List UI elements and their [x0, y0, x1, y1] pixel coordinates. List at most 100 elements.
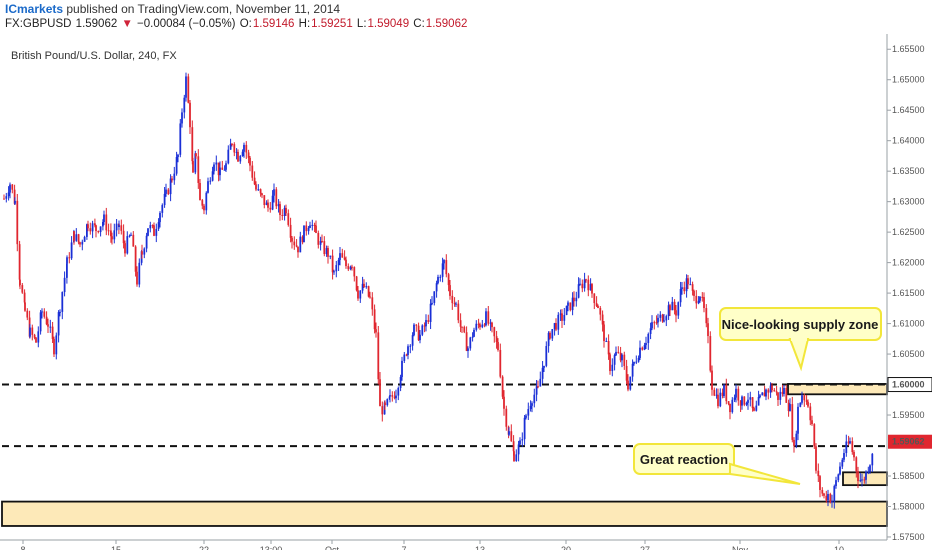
- price-tick-label: 1.62000: [892, 258, 925, 268]
- candle-body: [305, 225, 308, 232]
- publisher-link[interactable]: ICmarkets: [5, 2, 64, 16]
- candle-body: [81, 241, 84, 245]
- candle-body: [799, 402, 802, 407]
- candle-body: [219, 167, 221, 176]
- candle-body: [335, 265, 338, 272]
- candle-body: [485, 311, 487, 326]
- candle-body: [192, 161, 194, 173]
- candle-body: [102, 222, 104, 227]
- candle-body: [138, 262, 141, 285]
- candle-body: [384, 402, 386, 406]
- candle-body: [107, 230, 110, 232]
- candle-body: [29, 327, 31, 337]
- price-tick-label: 1.60500: [892, 349, 925, 359]
- time-axis[interactable]: 8 15 22 13:00 Oct 7 13 20 27 Nov 10: [20, 540, 844, 550]
- candle-body: [130, 234, 132, 236]
- candle-body: [589, 284, 592, 291]
- candle-body: [759, 395, 761, 398]
- candle-body: [297, 246, 299, 253]
- price-tick-label: 1.65000: [892, 75, 925, 85]
- candle-body: [871, 453, 874, 466]
- candle-body: [397, 387, 400, 396]
- candle-body: [291, 237, 293, 242]
- candle-body: [531, 403, 533, 406]
- candle-body: [301, 236, 304, 243]
- candle-body: [19, 279, 21, 286]
- candle-body: [661, 314, 664, 322]
- candle-body: [689, 284, 692, 286]
- candle-body: [535, 386, 538, 395]
- candle-body: [777, 392, 779, 400]
- candle-body: [557, 314, 560, 330]
- candle-body: [239, 156, 242, 162]
- candle-body: [573, 297, 575, 302]
- candle-body: [261, 193, 263, 196]
- candle-body: [347, 266, 350, 270]
- candle-body: [675, 310, 677, 316]
- candle-body: [595, 303, 598, 306]
- candle-body: [803, 395, 806, 401]
- high-label: H:: [298, 18, 311, 30]
- candle-body: [315, 225, 317, 233]
- candle-body: [275, 189, 278, 207]
- candle-body: [837, 474, 840, 481]
- candle-body: [66, 257, 68, 264]
- candle-body: [243, 144, 245, 152]
- candle-body: [413, 324, 415, 336]
- candle-body: [663, 320, 665, 322]
- symbol-label[interactable]: FX:GBPUSD: [5, 18, 72, 30]
- candle-body: [493, 327, 496, 337]
- candle-body: [811, 420, 813, 425]
- candle-body: [547, 332, 550, 347]
- candle-body: [567, 302, 569, 306]
- candle-body: [673, 301, 676, 311]
- candle-body: [851, 441, 854, 453]
- candle-body: [425, 320, 427, 327]
- candle-body: [61, 292, 64, 312]
- candle-body: [787, 402, 790, 411]
- candle-body: [23, 292, 26, 303]
- candle-body: [419, 334, 421, 341]
- candle-body: [49, 326, 52, 328]
- candle-body: [513, 451, 515, 461]
- candle-body: [477, 323, 480, 325]
- candle-body: [773, 390, 776, 392]
- candle-body: [303, 225, 305, 243]
- candle-body: [539, 378, 542, 387]
- candle-body: [791, 404, 794, 440]
- candle-body: [827, 493, 829, 501]
- candle-body: [521, 439, 524, 441]
- price-chart[interactable]: Nice-looking supply zone Great reaction 1…: [0, 34, 932, 550]
- candle-body: [683, 287, 686, 292]
- candle-body: [607, 341, 610, 355]
- price-tick-label: 1.64000: [892, 136, 925, 146]
- candle-body: [797, 406, 799, 434]
- candle-body: [181, 112, 183, 124]
- candle-body: [120, 225, 123, 231]
- price-tick-label: 1.65500: [892, 44, 925, 54]
- candle-body: [807, 401, 809, 407]
- candle-body: [701, 296, 704, 298]
- candle-body: [647, 333, 650, 344]
- candle-body: [621, 354, 623, 361]
- candle-body: [393, 396, 396, 399]
- price-axis[interactable]: 1.65500 1.65000 1.64500 1.64000 1.63500 1.630…: [887, 44, 932, 542]
- candle-body: [289, 224, 292, 238]
- candle-body: [581, 283, 584, 289]
- current-price-label: 1.59062: [892, 437, 925, 447]
- candle-body: [55, 335, 58, 355]
- candle-body: [605, 341, 608, 343]
- time-tick-label: 15: [111, 545, 121, 550]
- high-value: 1.59251: [311, 18, 353, 30]
- candle-body: [171, 178, 173, 181]
- candle-body: [435, 283, 438, 292]
- candle-body: [591, 284, 593, 294]
- candle-body: [211, 171, 214, 181]
- candle-body: [35, 337, 37, 343]
- candle-body: [57, 312, 60, 336]
- candle-body: [293, 241, 296, 246]
- candle-body: [223, 169, 226, 171]
- time-tick-label: 13: [475, 545, 485, 550]
- price-tick-label: 1.61000: [892, 319, 925, 329]
- candle-body: [753, 408, 755, 411]
